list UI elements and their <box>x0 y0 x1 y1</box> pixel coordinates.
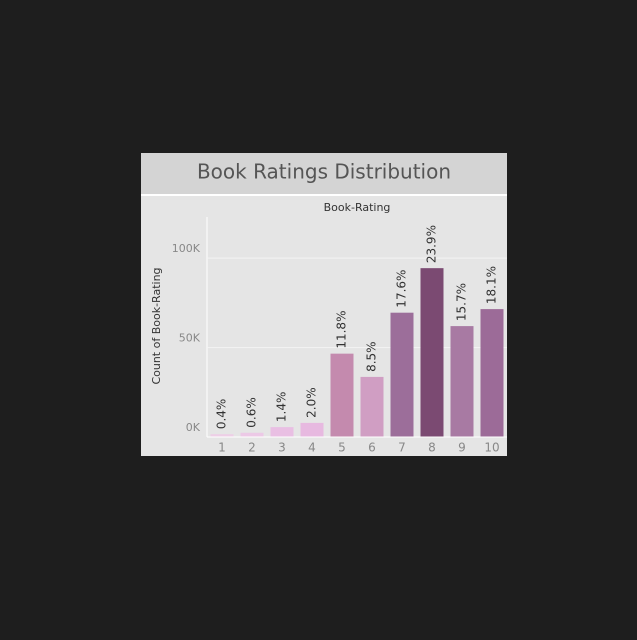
x-tick-label: 8 <box>428 441 436 455</box>
x-tick-label: 4 <box>308 441 316 455</box>
y-tick-label: 0K <box>186 421 201 434</box>
x-tick-label: 9 <box>458 441 466 455</box>
bar <box>420 268 444 437</box>
data-label: 15.7% <box>455 283 469 321</box>
data-label: 18.1% <box>485 266 499 304</box>
data-label: 1.4% <box>275 392 289 423</box>
y-tick-label: 50K <box>179 332 201 345</box>
plot-background <box>141 196 507 456</box>
bar <box>210 434 234 437</box>
x-tick-label: 3 <box>278 441 286 455</box>
x-tick-label: 2 <box>248 441 256 455</box>
data-label: 23.9% <box>425 225 439 263</box>
data-label: 0.6% <box>245 397 259 428</box>
x-axis-title: Book-Rating <box>324 201 391 214</box>
bar <box>300 422 324 437</box>
data-label: 8.5% <box>365 341 379 372</box>
data-label: 11.8% <box>335 311 349 349</box>
x-tick-label: 6 <box>368 441 376 455</box>
data-label: 17.6% <box>395 270 409 308</box>
bar <box>390 312 414 437</box>
x-tick-label: 1 <box>218 441 226 455</box>
bar <box>480 309 504 437</box>
y-axis-title: Count of Book-Rating <box>150 267 163 384</box>
data-label: 0.4% <box>215 399 229 430</box>
x-tick-label: 7 <box>398 441 406 455</box>
x-tick-label: 10 <box>484 441 499 455</box>
y-tick-label: 100K <box>172 242 201 255</box>
data-label: 2.0% <box>305 387 319 418</box>
bar <box>240 432 264 437</box>
bar <box>360 376 384 437</box>
chart-title: Book Ratings Distribution <box>197 160 451 184</box>
bar <box>270 427 294 437</box>
bar <box>330 353 354 437</box>
x-tick-label: 5 <box>338 441 346 455</box>
title-band <box>141 153 507 194</box>
separator <box>141 194 507 196</box>
bar <box>450 326 474 437</box>
